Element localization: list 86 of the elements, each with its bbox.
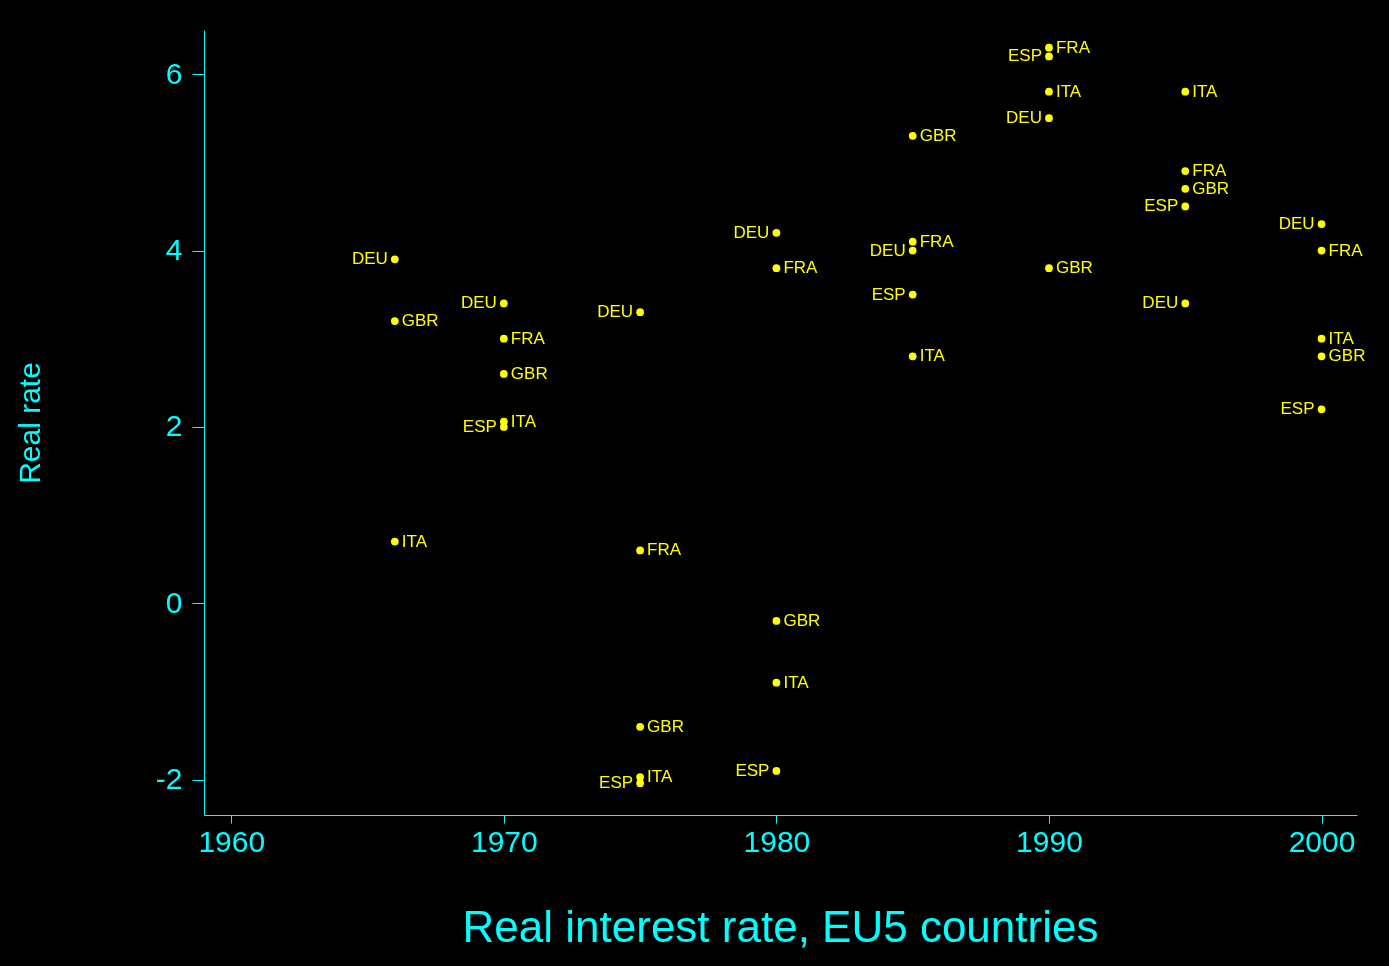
point [1181, 299, 1190, 308]
text: FRA [647, 540, 682, 560]
x-tick-label: 1990 [1016, 824, 1083, 858]
text: DEU [597, 302, 634, 322]
text: GBR [1328, 346, 1366, 366]
y-tick-label: 6 [165, 56, 183, 90]
point [1045, 87, 1053, 96]
point [499, 423, 508, 431]
point [772, 617, 781, 625]
point [636, 779, 644, 788]
series-label: ESP [1144, 196, 1179, 216]
x-tick-label: 1960 [198, 824, 266, 858]
text: GBR [647, 716, 684, 736]
text: DEU [1278, 214, 1315, 234]
point [908, 290, 917, 299]
text: GBR [1192, 178, 1230, 198]
point [908, 237, 917, 246]
series-label: DEU [1142, 293, 1179, 313]
point [908, 246, 917, 255]
y-axis-title: Real rate [12, 362, 46, 484]
text: ITA [1328, 328, 1354, 348]
text: DEU [733, 222, 770, 242]
text: DEU [1006, 108, 1042, 128]
text: GBR [783, 610, 821, 630]
point [499, 299, 508, 308]
text: ESP [1007, 46, 1042, 66]
point [1045, 114, 1053, 123]
point [1317, 352, 1326, 361]
point [772, 264, 781, 273]
point [499, 334, 508, 343]
point [772, 767, 781, 775]
text: FRA [919, 231, 954, 251]
y-tick-label: -2 [155, 762, 183, 796]
point [772, 229, 781, 237]
point [1317, 220, 1326, 228]
text: FRA [783, 258, 818, 278]
point [499, 370, 508, 378]
point [1045, 43, 1053, 52]
text: ITA [510, 411, 537, 431]
text: ITA [919, 346, 945, 366]
text: ITA [1055, 81, 1082, 101]
text: ITA [783, 672, 809, 692]
point [1181, 87, 1190, 96]
point [636, 722, 644, 731]
text: ESP [871, 284, 906, 304]
text: ESP [735, 760, 770, 780]
text: ESP [599, 773, 634, 793]
series-label: GBR [401, 311, 439, 331]
point [636, 308, 644, 317]
text: FRA [1192, 161, 1227, 181]
point [636, 546, 644, 555]
text: ITA [647, 767, 673, 787]
point [908, 352, 917, 361]
text: DEU [869, 240, 906, 260]
text: GBR [919, 125, 957, 145]
text: ITA [1192, 81, 1218, 101]
text: ESP [462, 416, 497, 436]
text: DEU [460, 293, 497, 313]
point [1045, 52, 1053, 61]
point [390, 255, 399, 264]
point [1317, 334, 1326, 343]
x-tick-label: 1970 [470, 824, 538, 858]
y-tick-label: 0 [165, 585, 183, 619]
x-tick-label: 2000 [1288, 824, 1356, 858]
point [1317, 405, 1326, 414]
text: FRA [1055, 37, 1090, 57]
point [390, 537, 399, 546]
text: GBR [1055, 258, 1093, 278]
point [908, 131, 917, 140]
series-label: FRA [510, 328, 546, 348]
text: Real interest rate, EU5 countries [462, 902, 1099, 951]
point [1045, 264, 1053, 273]
y-tick-label: 4 [165, 233, 183, 267]
point [390, 317, 399, 325]
text: DEU [351, 249, 388, 269]
point [1317, 246, 1326, 255]
point [1181, 167, 1190, 175]
text: GBR [510, 363, 548, 383]
point [772, 678, 781, 687]
point [1181, 184, 1190, 193]
y-tick-label: 2 [165, 409, 183, 443]
x-tick-label: 1980 [743, 824, 811, 858]
text: ESP [1280, 399, 1315, 419]
point [1181, 202, 1190, 211]
text: FRA [1328, 240, 1363, 260]
series-label: ITA [401, 531, 428, 551]
